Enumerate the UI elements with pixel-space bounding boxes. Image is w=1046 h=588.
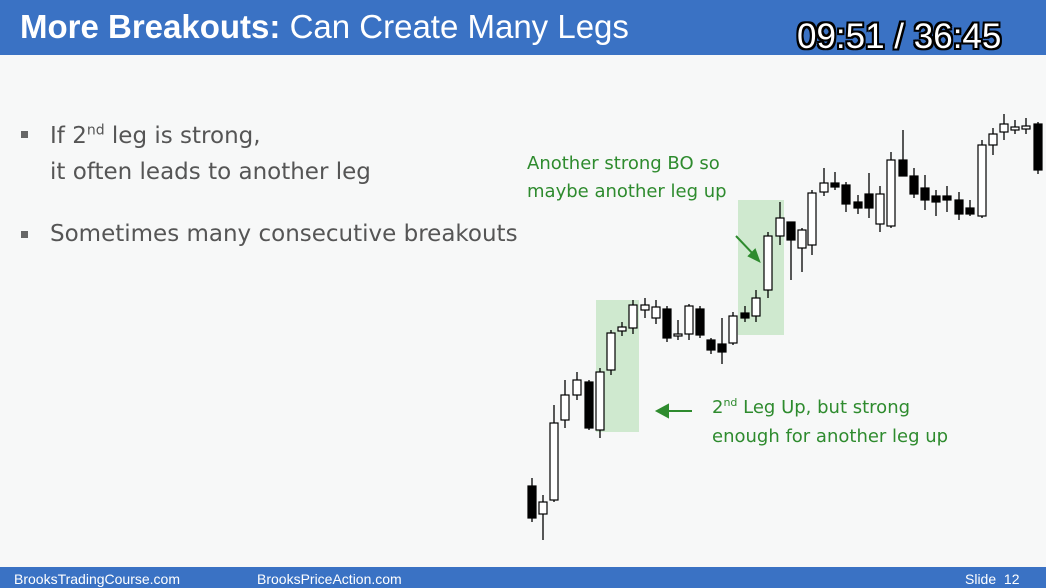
candle-bull <box>988 133 998 146</box>
candle-bull <box>560 394 570 421</box>
candle-bull <box>1010 126 1020 131</box>
bullet-1-sup: nd <box>86 122 105 139</box>
candle-bull <box>728 315 738 344</box>
candle-bear <box>898 159 908 177</box>
bullet-1-pre: If 2 <box>50 123 87 149</box>
arrow-left-icon <box>654 403 692 419</box>
candle-bull <box>684 305 694 335</box>
candle-bull <box>1021 125 1031 130</box>
square-bullet-icon <box>21 131 28 138</box>
annotation-bottom-line2: enough for another leg up <box>712 426 949 447</box>
candle-bull <box>606 332 616 371</box>
footer-slide-label: Slide <box>965 571 997 587</box>
candle-bull <box>819 182 829 193</box>
footer-slide-number: Slide 12 <box>965 571 1020 588</box>
candle-bull <box>572 379 582 396</box>
candle-bull <box>617 326 627 332</box>
candle-bear <box>786 221 796 241</box>
title-bar <box>0 0 1046 55</box>
candle-bear <box>853 201 863 209</box>
annotation-bottom-post: Leg Up, but strong <box>737 397 911 418</box>
bullet-2: Sometimes many consecutive breakouts <box>50 221 518 247</box>
candle-bear <box>830 182 840 188</box>
footer-slide-num: 12 <box>1003 571 1020 587</box>
candle-bear <box>695 308 705 336</box>
candle-bear <box>584 381 594 429</box>
annotation-bottom-line1: 2nd Leg Up, but strong <box>712 394 910 422</box>
bullet-1-line2: it often leads to another leg <box>50 159 371 185</box>
candle-bear <box>740 312 750 319</box>
candle-bull <box>807 192 817 246</box>
candle-bear <box>942 195 952 201</box>
annotation-bottom-sup: nd <box>723 396 738 409</box>
candle-bear <box>717 343 727 353</box>
footer-bar <box>0 567 1046 588</box>
bullet-1-post: leg is strong, <box>104 123 261 149</box>
candle-bull <box>775 217 785 237</box>
slide-title-rest: Can Create Many Legs <box>289 8 629 45</box>
candle-bull <box>875 193 885 225</box>
candle-bear <box>1033 123 1043 171</box>
candle-bear <box>965 207 975 215</box>
candle-bull <box>549 422 559 501</box>
bullet-1: If 2nd leg is strong, <box>50 118 261 154</box>
slide-title-bold: More Breakouts: <box>20 8 281 45</box>
candle-bear <box>527 485 537 519</box>
candle-bull <box>595 371 605 431</box>
square-bullet-icon <box>21 231 28 238</box>
candle-bull <box>640 304 650 311</box>
annotation-bottom-pre: 2 <box>712 397 724 418</box>
candle-bull <box>886 159 896 227</box>
annotation-top-line1: Another strong BO so <box>527 153 720 174</box>
candle-bull <box>651 306 661 319</box>
candle-bear <box>920 187 930 201</box>
candle-bull <box>763 235 773 291</box>
candle-bear <box>864 193 874 209</box>
candle-bull <box>977 144 987 217</box>
candle-bear <box>909 175 919 195</box>
candle-bull <box>751 297 761 317</box>
slide-title: More Breakouts: Can Create Many Legs <box>20 7 629 47</box>
candle-bear <box>662 308 672 339</box>
video-timer: 09:51 / 36:45 <box>797 17 1002 56</box>
candle-bull <box>797 229 807 249</box>
candle-bull <box>538 501 548 515</box>
candle-bull <box>999 123 1009 133</box>
candle-bear <box>931 195 941 203</box>
candle-bull <box>673 333 683 337</box>
candle-bull <box>628 304 638 329</box>
candles <box>527 114 1043 540</box>
candle-bear <box>841 184 851 205</box>
candle-bear <box>954 199 964 215</box>
footer-link-price-action[interactable]: BrooksPriceAction.com <box>257 571 402 587</box>
candle-bear <box>706 339 716 351</box>
arrow-down-right-icon <box>735 235 761 264</box>
footer-link-trading-course[interactable]: BrooksTradingCourse.com <box>14 571 180 587</box>
annotation-top-line2: maybe another leg up <box>527 181 727 202</box>
